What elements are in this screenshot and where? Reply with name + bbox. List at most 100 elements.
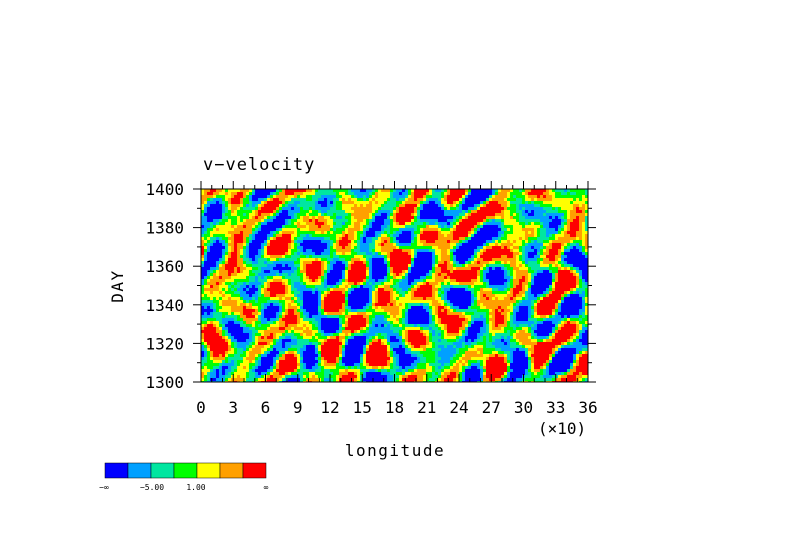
- heatmap-cell: [423, 378, 427, 382]
- heatmap-cell: [243, 360, 250, 364]
- heatmap-cell: [267, 348, 271, 352]
- heatmap-cell: [552, 321, 559, 325]
- heatmap-cell: [240, 207, 244, 211]
- heatmap-cell: [573, 288, 577, 292]
- heatmap-cell: [222, 252, 226, 256]
- heatmap-cell: [324, 249, 331, 253]
- heatmap-cell: [390, 255, 412, 259]
- heatmap-cell: [378, 252, 382, 256]
- heatmap-cell: [408, 291, 412, 295]
- heatmap-cell: [273, 360, 277, 364]
- heatmap-cell: [300, 222, 307, 226]
- heatmap-cell: [372, 282, 376, 286]
- heatmap-cell: [453, 252, 475, 256]
- heatmap-cell: [516, 300, 520, 304]
- heatmap-cell: [336, 243, 340, 247]
- heatmap-cell: [336, 222, 343, 226]
- heatmap-cell: [285, 225, 298, 229]
- heatmap-cell: [441, 267, 448, 271]
- heatmap-cell: [255, 213, 259, 217]
- heatmap-cell: [534, 234, 538, 238]
- heatmap-cell: [435, 267, 442, 271]
- heatmap-cell: [285, 264, 289, 268]
- heatmap-cell: [525, 222, 529, 226]
- heatmap-cell: [306, 282, 322, 286]
- heatmap-cell: [255, 378, 259, 382]
- heatmap-cell: [477, 294, 481, 298]
- heatmap-cell: [258, 318, 262, 322]
- heatmap-cell: [303, 192, 316, 196]
- heatmap-cell: [237, 255, 241, 259]
- heatmap-cell: [348, 324, 367, 328]
- heatmap-cell: [528, 351, 532, 355]
- heatmap-cell: [504, 225, 514, 229]
- heatmap-cell: [393, 354, 400, 358]
- heatmap-cell: [489, 336, 493, 340]
- heatmap-cell: [240, 249, 244, 253]
- heatmap-cell: [462, 207, 469, 211]
- heatmap-cell: [285, 282, 289, 286]
- heatmap-cell: [441, 228, 451, 232]
- heatmap-cell: [528, 237, 538, 241]
- heatmap-cell: [489, 378, 496, 382]
- heatmap-cell: [354, 372, 358, 376]
- heatmap-cell: [402, 249, 412, 253]
- heatmap-cell: [291, 336, 298, 340]
- heatmap-cell: [255, 372, 259, 376]
- heatmap-cell: [492, 351, 499, 355]
- heatmap-cell: [468, 210, 472, 214]
- chart-title: v−velocity: [203, 155, 315, 175]
- heatmap-cell: [342, 225, 349, 229]
- heatmap-cell: [231, 282, 235, 286]
- heatmap-cell: [534, 372, 538, 376]
- heatmap-cell: [318, 201, 328, 205]
- heatmap-cell: [390, 372, 397, 376]
- heatmap-cell: [348, 288, 352, 292]
- heatmap-cell: [531, 363, 535, 367]
- heatmap-cell: [465, 201, 481, 205]
- heatmap-cell: [345, 309, 349, 313]
- heatmap-cell: [339, 315, 346, 319]
- heatmap-cell: [408, 189, 412, 193]
- heatmap-cell: [414, 261, 433, 265]
- heatmap-cell: [561, 249, 565, 253]
- heatmap-cell: [498, 288, 505, 292]
- heatmap-cell: [585, 246, 588, 250]
- heatmap-cell: [291, 330, 295, 334]
- heatmap-cell: [381, 204, 385, 208]
- heatmap-cell: [444, 345, 448, 349]
- heatmap-cell: [207, 375, 211, 379]
- heatmap-cell: [408, 195, 412, 199]
- heatmap-cell: [489, 357, 505, 361]
- heatmap-cell: [534, 222, 541, 226]
- heatmap-cell: [444, 294, 448, 298]
- heatmap-cell: [207, 342, 229, 346]
- heatmap-cell: [420, 234, 439, 238]
- heatmap-cell: [360, 249, 370, 253]
- heatmap-cell: [471, 291, 475, 295]
- heatmap-cell: [270, 348, 274, 352]
- heatmap-cell: [390, 348, 394, 352]
- heatmap-cell: [288, 264, 295, 268]
- heatmap-cell: [477, 222, 481, 226]
- heatmap-cell: [201, 279, 205, 283]
- heatmap-cell: [366, 231, 376, 235]
- heatmap-cell: [444, 234, 448, 238]
- heatmap-cell: [519, 267, 529, 271]
- heatmap-cell: [297, 363, 301, 367]
- heatmap-cell: [486, 273, 505, 277]
- heatmap-cell: [222, 336, 226, 340]
- heatmap-cell: [456, 339, 460, 343]
- heatmap-cell: [201, 291, 205, 295]
- heatmap-cell: [249, 279, 256, 283]
- heatmap-cell: [318, 189, 334, 193]
- heatmap-cell: [444, 204, 451, 208]
- heatmap-cell: [309, 219, 313, 223]
- heatmap-cell: [354, 225, 361, 229]
- heatmap-cell: [444, 366, 451, 370]
- heatmap-cell: [204, 237, 208, 241]
- heatmap-cell: [516, 294, 523, 298]
- heatmap-cell: [483, 264, 487, 268]
- heatmap-cell: [201, 363, 205, 367]
- heatmap-cell: [273, 336, 277, 340]
